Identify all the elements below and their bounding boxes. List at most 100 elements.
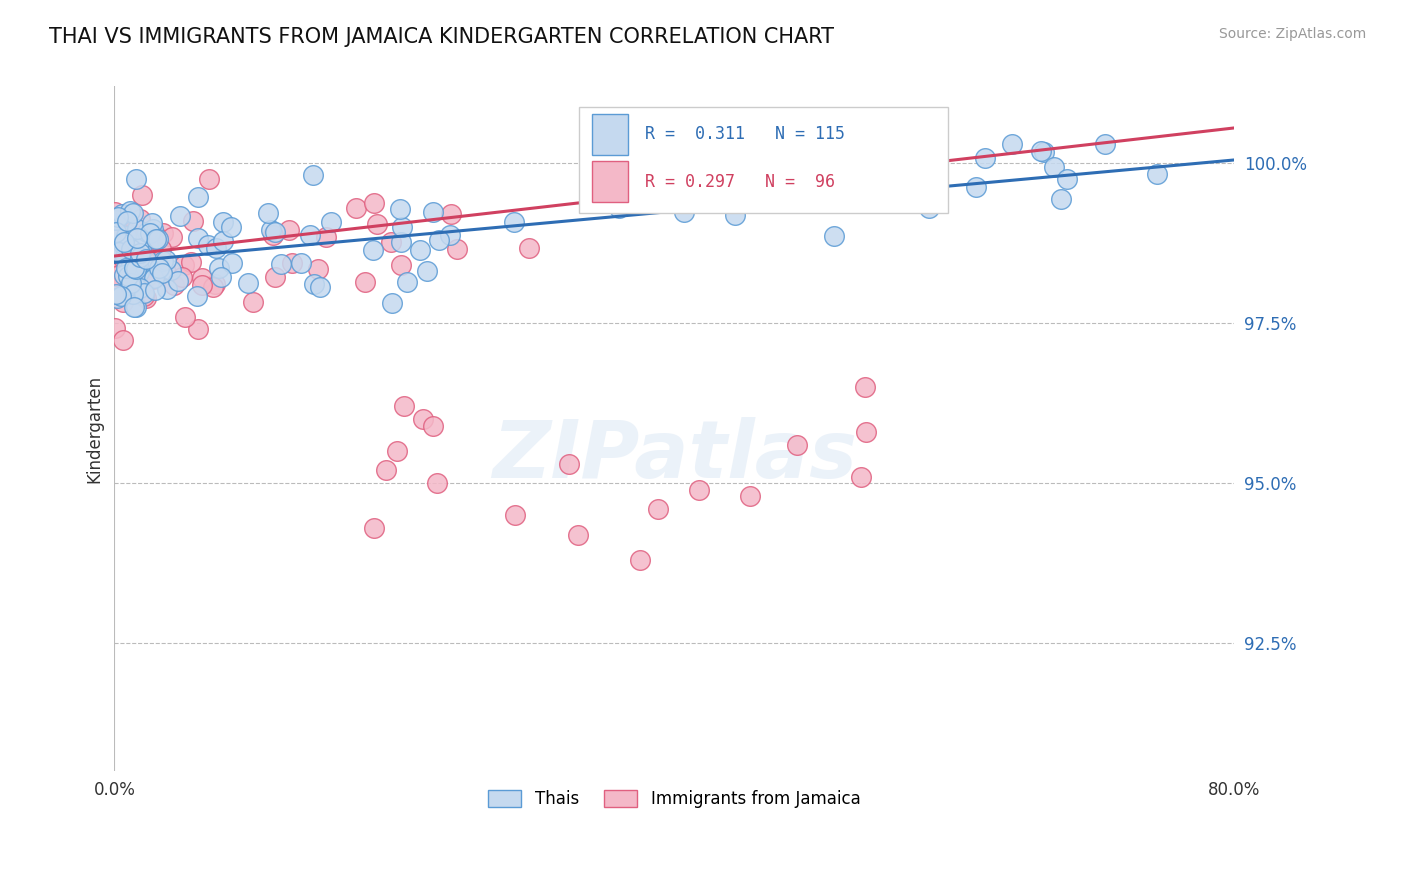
Point: [187, 190, 209, 204]
Point: [628, 553, 651, 567]
Point: [849, 470, 872, 484]
Point: [114, 239, 136, 253]
Point: [209, 270, 232, 285]
Point: [724, 208, 747, 222]
Point: [120, 258, 142, 272]
Point: [125, 300, 148, 314]
Point: [135, 252, 157, 267]
Point: [1033, 145, 1056, 159]
Point: [152, 226, 174, 240]
Point: [148, 260, 170, 275]
Point: [823, 229, 845, 244]
Point: [208, 260, 231, 275]
Point: [143, 271, 166, 285]
Point: [105, 292, 128, 306]
Point: [1146, 167, 1168, 181]
Point: [111, 278, 134, 293]
Point: [264, 270, 287, 285]
Point: [114, 260, 136, 275]
Point: [146, 232, 169, 246]
Point: [120, 278, 142, 293]
Point: [353, 275, 375, 289]
Point: [363, 521, 385, 535]
Point: [105, 225, 128, 239]
Point: [111, 207, 134, 221]
Point: [145, 256, 167, 270]
Point: [122, 261, 145, 276]
Point: [366, 217, 388, 231]
Text: THAI VS IMMIGRANTS FROM JAMAICA KINDERGARTEN CORRELATION CHART: THAI VS IMMIGRANTS FROM JAMAICA KINDERGA…: [49, 27, 834, 46]
Point: [918, 201, 941, 215]
Point: [120, 276, 142, 290]
Point: [131, 255, 153, 269]
Point: [122, 300, 145, 314]
Point: [152, 254, 174, 268]
Point: [145, 232, 167, 246]
Point: [876, 152, 898, 166]
Point: [125, 261, 148, 276]
Point: [112, 268, 135, 282]
Point: [127, 221, 149, 235]
Point: [117, 268, 139, 283]
Point: [315, 230, 337, 244]
Point: [422, 205, 444, 219]
Point: [385, 444, 408, 458]
Point: [242, 295, 264, 310]
Point: [124, 172, 146, 186]
Point: [607, 201, 630, 215]
Point: [219, 220, 242, 235]
Point: [157, 263, 180, 277]
Point: [111, 237, 134, 252]
Point: [769, 148, 792, 162]
Point: [212, 214, 235, 228]
Point: [344, 201, 367, 215]
Point: [394, 400, 416, 414]
Point: [125, 231, 148, 245]
Point: [129, 265, 152, 279]
Point: [186, 288, 208, 302]
Point: [290, 256, 312, 270]
Point: [115, 226, 138, 240]
Text: R =  0.311   N = 115: R = 0.311 N = 115: [645, 125, 845, 143]
Point: [409, 243, 432, 257]
Point: [117, 222, 139, 236]
Point: [307, 262, 329, 277]
Point: [786, 438, 808, 452]
Point: [427, 233, 450, 247]
Point: [647, 502, 669, 516]
Point: [128, 265, 150, 279]
Point: [412, 412, 434, 426]
Point: [380, 235, 402, 249]
Point: [870, 179, 893, 194]
Point: [150, 266, 173, 280]
Point: [104, 205, 127, 219]
Point: [105, 241, 128, 255]
Point: [112, 295, 135, 310]
Point: [198, 172, 221, 186]
Point: [236, 276, 259, 290]
Point: [173, 310, 195, 325]
Point: [135, 268, 157, 283]
Point: [118, 203, 141, 218]
Point: [131, 242, 153, 256]
Point: [1043, 160, 1066, 174]
Point: [298, 227, 321, 242]
Point: [108, 244, 131, 259]
Point: [162, 229, 184, 244]
Point: [302, 169, 325, 183]
Point: [374, 463, 396, 477]
Point: [115, 244, 138, 258]
Point: [104, 320, 127, 334]
Point: [105, 269, 128, 284]
Point: [1094, 136, 1116, 151]
Point: [280, 256, 302, 270]
Point: [204, 277, 226, 291]
Point: [131, 188, 153, 202]
Point: [673, 204, 696, 219]
Point: [965, 180, 987, 194]
Point: [148, 261, 170, 276]
Point: [853, 380, 876, 394]
Point: [145, 233, 167, 247]
Point: [1050, 192, 1073, 206]
Point: [1056, 172, 1078, 186]
